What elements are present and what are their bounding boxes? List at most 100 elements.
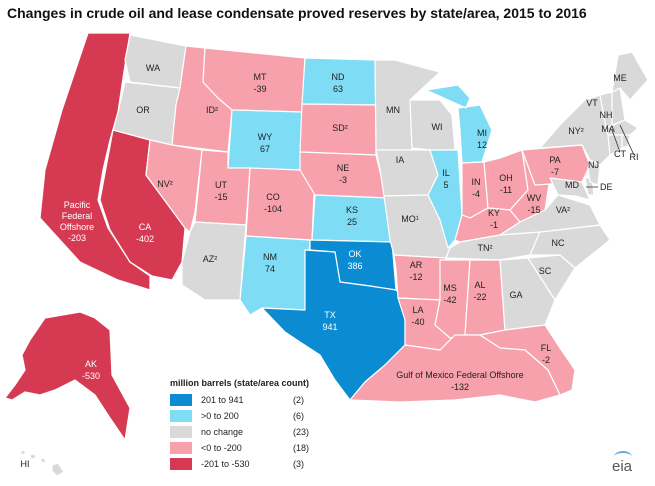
legend-range: >0 to 200 — [201, 411, 239, 421]
leader-lines — [586, 124, 635, 188]
value-il: 5 — [443, 180, 448, 190]
value-fl: -2 — [542, 355, 550, 365]
eia-logo: eia — [612, 451, 632, 475]
legend-swatch — [170, 442, 192, 454]
label-wa: WA — [146, 63, 160, 73]
state-ma[interactable] — [605, 119, 639, 136]
legend-row: >0 to 200 (6) — [170, 408, 390, 424]
value-co: -104 — [264, 204, 282, 214]
label-la: LA — [412, 305, 423, 315]
legend-count: (2) — [293, 395, 304, 405]
value-ky: -1 — [490, 220, 498, 230]
label-me: ME — [613, 73, 627, 83]
label-oh: OH — [499, 173, 513, 183]
value-mi: 12 — [477, 140, 487, 150]
value-ne: -3 — [339, 175, 347, 185]
label-sd: SD² — [332, 123, 348, 133]
legend-title: million barrels (state/area count) — [170, 378, 310, 388]
label-mt: MT — [254, 72, 267, 82]
value-ar: -12 — [409, 272, 422, 282]
state-nm[interactable] — [239, 235, 311, 316]
state-co[interactable] — [245, 167, 316, 241]
label-ak: AK — [85, 359, 97, 369]
legend-count: (6) — [293, 411, 304, 421]
legend-swatch — [170, 458, 192, 470]
value-al: -22 — [473, 292, 486, 302]
label-ia: IA — [396, 155, 405, 165]
state-ia[interactable] — [375, 149, 439, 197]
state-az[interactable] — [181, 221, 247, 301]
value-ms: -42 — [443, 295, 456, 305]
label-mi: MI — [477, 128, 487, 138]
label-pac-1: Pacific — [64, 200, 91, 210]
label-nm: NM — [263, 252, 277, 262]
value-wv: -15 — [527, 205, 540, 215]
value-la: -40 — [411, 317, 424, 327]
label-nh: NH — [600, 110, 613, 120]
label-pac-3: Offshore — [60, 222, 94, 232]
label-nd: ND — [332, 72, 345, 82]
state-md[interactable] — [549, 177, 591, 201]
label-ut: UT — [215, 180, 227, 190]
label-va: VA² — [556, 205, 570, 215]
label-tn: TN² — [478, 243, 493, 253]
state-me[interactable] — [611, 51, 649, 101]
value-ak: -530 — [82, 371, 100, 381]
label-ms: MS — [443, 283, 457, 293]
legend-swatch — [170, 426, 192, 438]
map-title: Changes in crude oil and lease condensat… — [7, 5, 587, 21]
state-ga[interactable] — [499, 257, 556, 331]
label-de: DE — [600, 182, 613, 192]
state-nh[interactable] — [611, 87, 626, 126]
label-nc: NC — [552, 238, 565, 248]
label-nv: NV² — [157, 179, 173, 189]
label-pac-2: Federal — [62, 211, 93, 221]
label-pa: PA — [549, 155, 560, 165]
value-pa: -7 — [551, 167, 559, 177]
value-pac: -203 — [68, 233, 86, 243]
legend-swatch — [170, 410, 192, 422]
label-ca: CA — [139, 222, 152, 232]
legend-range: -201 to -530 — [201, 459, 250, 469]
label-ny: NY² — [568, 126, 584, 136]
label-sc: SC — [539, 266, 552, 276]
label-in: IN — [472, 177, 481, 187]
legend-row: <0 to -200 (18) — [170, 440, 390, 456]
label-wi: WI — [432, 122, 443, 132]
label-or: OR — [136, 105, 150, 115]
value-nd: 63 — [333, 84, 343, 94]
state-gom-offshore[interactable] — [349, 334, 561, 403]
state-wa[interactable] — [124, 34, 187, 89]
value-oh: -11 — [500, 185, 512, 195]
label-ne: NE — [337, 163, 350, 173]
legend-swatch — [170, 394, 192, 406]
label-ks: KS — [346, 205, 358, 215]
label-ky: KY — [488, 208, 500, 218]
value-ks: 25 — [347, 217, 357, 227]
legend-count: (18) — [293, 443, 310, 453]
value-ut: -15 — [214, 192, 227, 202]
label-il: IL — [442, 168, 450, 178]
value-tx: 941 — [322, 322, 337, 332]
state-ri[interactable] — [621, 134, 631, 149]
label-al: AL — [474, 280, 485, 290]
label-mo: MO¹ — [401, 214, 419, 224]
legend-row: 201 to 941 (2) — [170, 392, 390, 408]
label-az: AZ² — [203, 254, 218, 264]
legend-count: (3) — [293, 459, 304, 469]
legend: million barrels (state/area count) 201 t… — [170, 378, 390, 472]
state-nv[interactable] — [145, 139, 203, 233]
legend-range: <0 to -200 — [201, 443, 242, 453]
state-ak[interactable] — [4, 311, 131, 441]
state-il[interactable] — [427, 149, 463, 249]
state-va[interactable] — [499, 194, 601, 236]
label-vt: VT — [586, 98, 598, 108]
label-co: CO — [266, 192, 280, 202]
value-gom: -132 — [451, 382, 469, 392]
state-hi[interactable] — [19, 449, 65, 477]
value-in: -4 — [472, 189, 480, 199]
legend-row: -201 to -530 (3) — [170, 456, 390, 472]
value-ca: -402 — [136, 234, 154, 244]
label-wy: WY — [258, 132, 273, 142]
label-nj: NJ — [588, 160, 599, 170]
